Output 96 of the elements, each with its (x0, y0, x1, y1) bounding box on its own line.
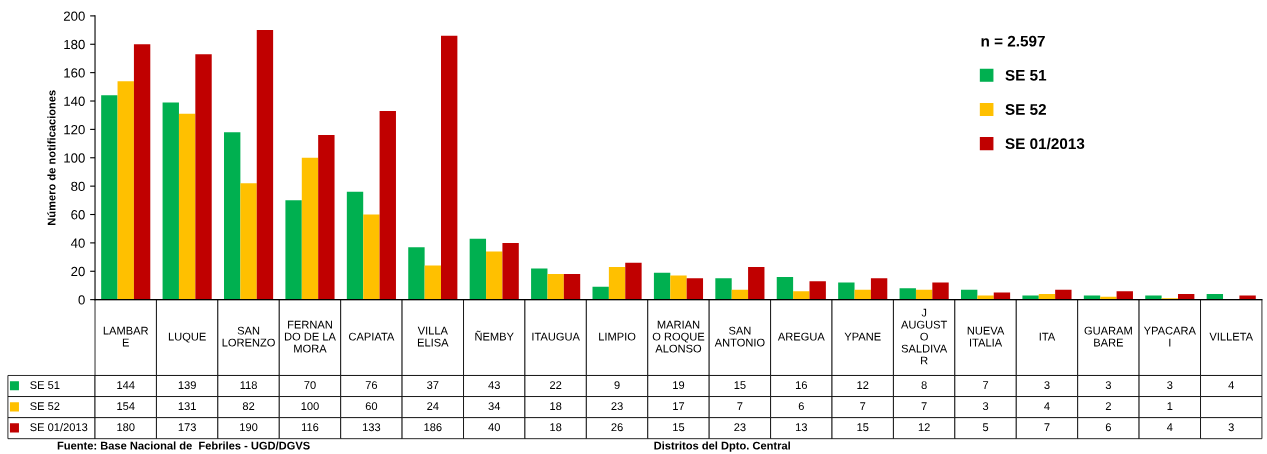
y-tick-label: 60 (71, 210, 85, 220)
y-tick-label: 160 (64, 68, 85, 78)
y-tick-label: 140 (64, 96, 85, 106)
data-label: 139 (178, 381, 196, 389)
x-tick-label: CAPIATA (349, 332, 395, 341)
data-label: 82 (242, 402, 255, 411)
data-label: 3 (982, 402, 989, 411)
data-label: 12 (918, 423, 930, 432)
data-label: 3 (1105, 381, 1111, 389)
data-label: 60 (365, 402, 378, 411)
data-label: 6 (798, 402, 804, 411)
data-label: 7 (1044, 423, 1050, 432)
data-label: 116 (301, 423, 319, 432)
data-label: 3 (1228, 423, 1234, 432)
data-label: 15 (734, 381, 746, 389)
data-label: 26 (611, 423, 623, 432)
data-label: 16 (795, 381, 807, 389)
data-label: 17 (673, 402, 685, 410)
data-label: 3 (1167, 381, 1173, 389)
data-label: 6 (1105, 423, 1111, 432)
x-tick-label: AREGUA (777, 332, 825, 341)
data-label: 186 (424, 423, 442, 432)
y-tick-label: 180 (64, 39, 85, 50)
data-label: 2 (1105, 402, 1111, 410)
data-label: 18 (550, 423, 562, 432)
data-label: 118 (240, 381, 257, 389)
x-tick-label: FERNAN DO DE LA MORA (284, 320, 336, 353)
y-tick-label: 0 (78, 295, 85, 305)
data-label: 5 (982, 423, 989, 432)
y-tick-label: 80 (71, 181, 85, 192)
y-tick-label: 200 (63, 11, 85, 21)
data-label: 131 (178, 402, 196, 411)
data-label: 70 (304, 381, 316, 389)
legend-label: SE 52 (1005, 104, 1046, 115)
data-label: 4 (1166, 423, 1173, 432)
x-tick-label: MARIAN O ROQUE ALONSO (652, 320, 705, 353)
y-tick-label: 100 (64, 153, 85, 163)
data-label: 76 (365, 381, 378, 389)
data-label: 34 (488, 402, 501, 411)
data-label: 154 (117, 402, 135, 411)
x-tick-label: LIMPIO (599, 332, 636, 341)
x-tick-label: VILLA ELISA (417, 326, 449, 347)
x-tick-label: J AUGUST O SALDIVA R (901, 308, 948, 365)
data-label: 190 (240, 423, 258, 432)
y-tick-label: 40 (70, 238, 85, 248)
text: SE 51 (30, 381, 60, 389)
x-tick-label: SAN LORENZO (222, 326, 275, 347)
legend-label: SE 01/2013 (1005, 137, 1085, 150)
data-label: 4 (1044, 402, 1050, 410)
data-label: 7 (860, 402, 866, 410)
data-label: 4 (1228, 381, 1234, 389)
data-label: 133 (362, 423, 381, 432)
data-label: 7 (983, 381, 989, 389)
x-tick-label: LUQUE (168, 332, 206, 343)
y-tick-label: 120 (64, 124, 85, 135)
data-label: 13 (795, 423, 807, 432)
data-label: 180 (117, 423, 135, 432)
y-axis-title: Número de notificaciones (47, 90, 56, 225)
text: Distritos del Dpto. Central (654, 441, 790, 452)
x-tick-label: ITAUGUA (532, 332, 580, 341)
legend-label: SE 51 (1005, 69, 1047, 81)
data-label: 173 (178, 423, 196, 432)
y-tick-label: 20 (71, 266, 85, 277)
data-label: 24 (427, 402, 439, 410)
data-label: 18 (550, 402, 562, 411)
data-label: 15 (857, 423, 869, 432)
text: SE 52 (30, 402, 60, 411)
x-tick-label: GUARAM BARE (1084, 326, 1132, 347)
data-label: 22 (550, 381, 562, 389)
data-label: 19 (673, 381, 685, 389)
x-tick-label: YPANE (844, 332, 881, 341)
x-tick-label: NUEVA ITALIA (967, 326, 1005, 347)
data-label: 43 (488, 381, 500, 389)
data-label: 12 (857, 381, 869, 389)
data-label: 8 (921, 381, 927, 389)
x-tick-label: LAMBAR E (103, 326, 149, 347)
legend-title: n = 2.597 (981, 35, 1045, 47)
data-label: 40 (488, 423, 500, 432)
data-label: 100 (301, 402, 319, 411)
data-label: 7 (737, 402, 743, 410)
data-label: 3 (1044, 381, 1050, 389)
x-tick-label: ITA (1039, 332, 1056, 341)
source-note: Fuente: Base Nacional de Febriles - UGD/DGVS (57, 441, 310, 450)
data-label: 9 (614, 381, 620, 389)
x-tick-label: ÑEMBY (475, 330, 514, 341)
data-label: 7 (921, 402, 927, 410)
data-label: 1 (1167, 402, 1173, 410)
data-label: 37 (427, 381, 439, 389)
data-label: 15 (673, 423, 685, 432)
data-label: 23 (734, 423, 746, 432)
data-label: 23 (611, 402, 623, 411)
data-label: 144 (117, 381, 135, 389)
x-tick-label: YPACARA I (1143, 326, 1196, 347)
x-tick-label: SAN ANTONIO (714, 326, 765, 347)
x-tick-label: VILLETA (1209, 332, 1254, 341)
text: SE 01/2013 (30, 422, 88, 432)
